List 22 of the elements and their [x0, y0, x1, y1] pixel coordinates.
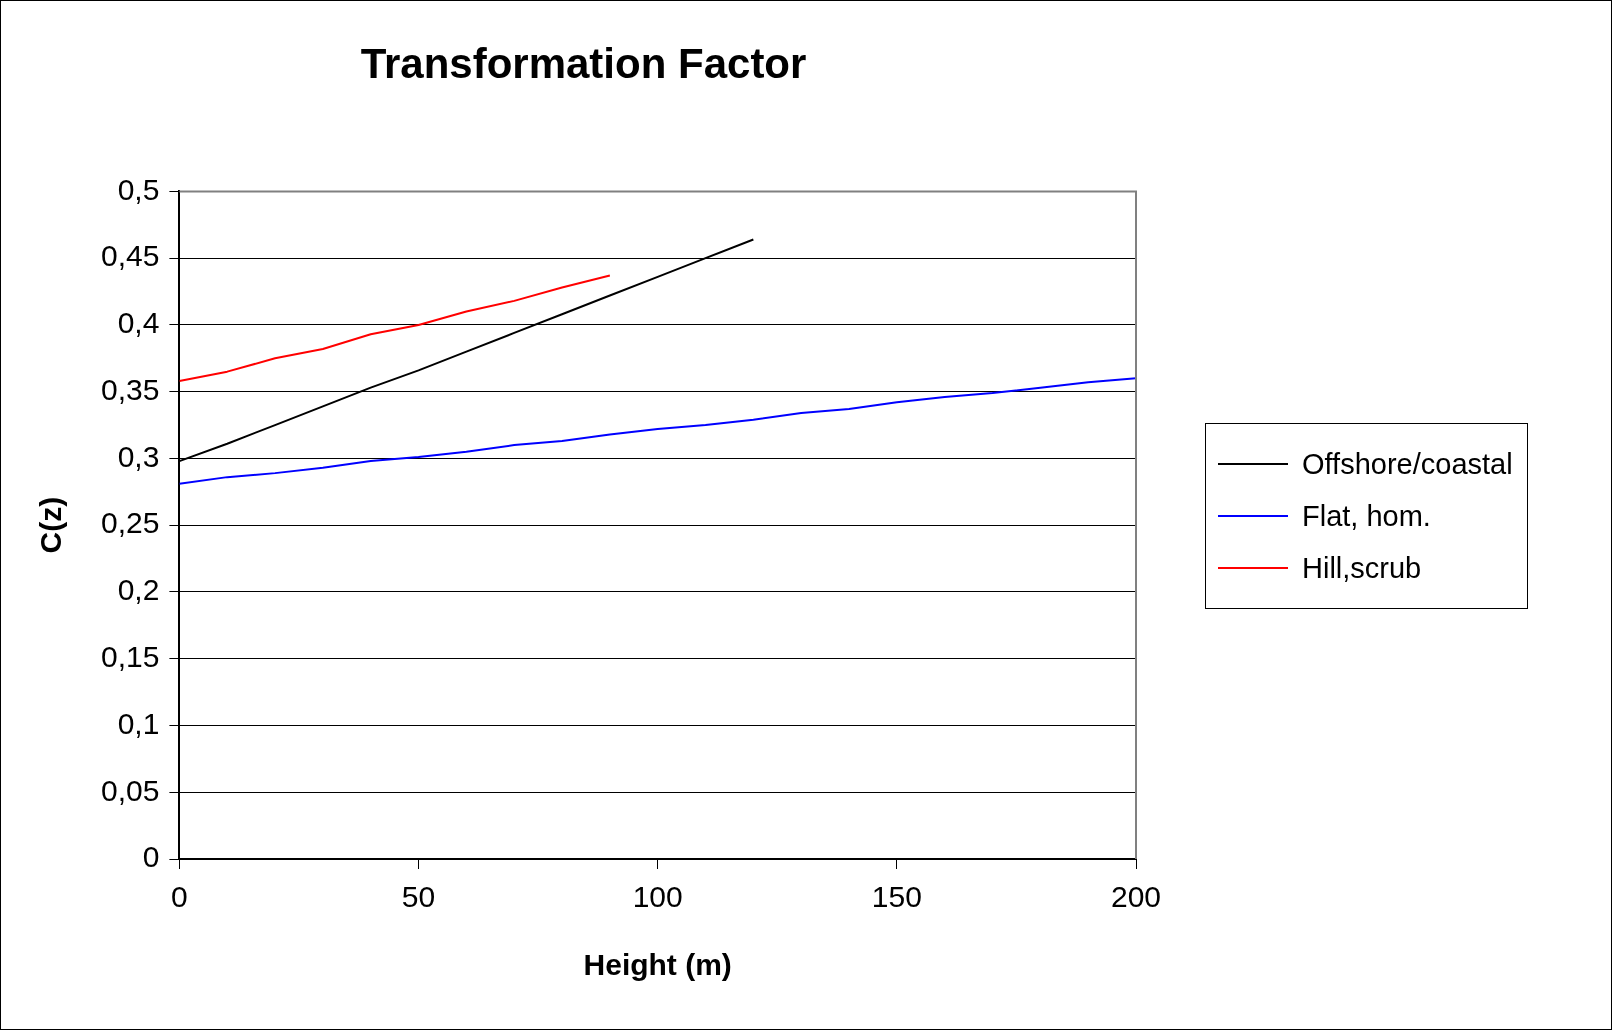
y-tick-label: 0	[142, 840, 160, 874]
y-tick-label: 0,25	[101, 506, 160, 540]
y-tick-label: 0,3	[117, 439, 160, 473]
x-axis-title: Height (m)	[583, 948, 732, 982]
y-tick-label: 0,5	[117, 172, 160, 206]
x-tick-label: 100	[632, 880, 683, 914]
x-tick-label: 50	[401, 880, 436, 914]
legend-label: Offshore/coastal	[1302, 447, 1513, 481]
legend-label: Flat, hom.	[1302, 499, 1431, 533]
chart-title: Transformation Factor	[360, 39, 807, 87]
y-tick-label: 0,1	[117, 706, 160, 740]
x-tick-label: 0	[171, 880, 188, 914]
y-tick-label: 0,35	[101, 372, 160, 406]
x-tick-label: 200	[1110, 880, 1162, 914]
x-tick-label: 150	[871, 880, 922, 914]
legend-label: Hill,scrub	[1302, 551, 1422, 585]
y-tick-label: 0,05	[101, 773, 160, 807]
y-axis-title: C(z)	[34, 496, 68, 554]
y-tick-label: 0,15	[101, 639, 160, 673]
y-tick-label: 0,4	[117, 306, 160, 340]
y-tick-label: 0,45	[101, 239, 160, 273]
y-tick-label: 0,2	[117, 573, 160, 607]
